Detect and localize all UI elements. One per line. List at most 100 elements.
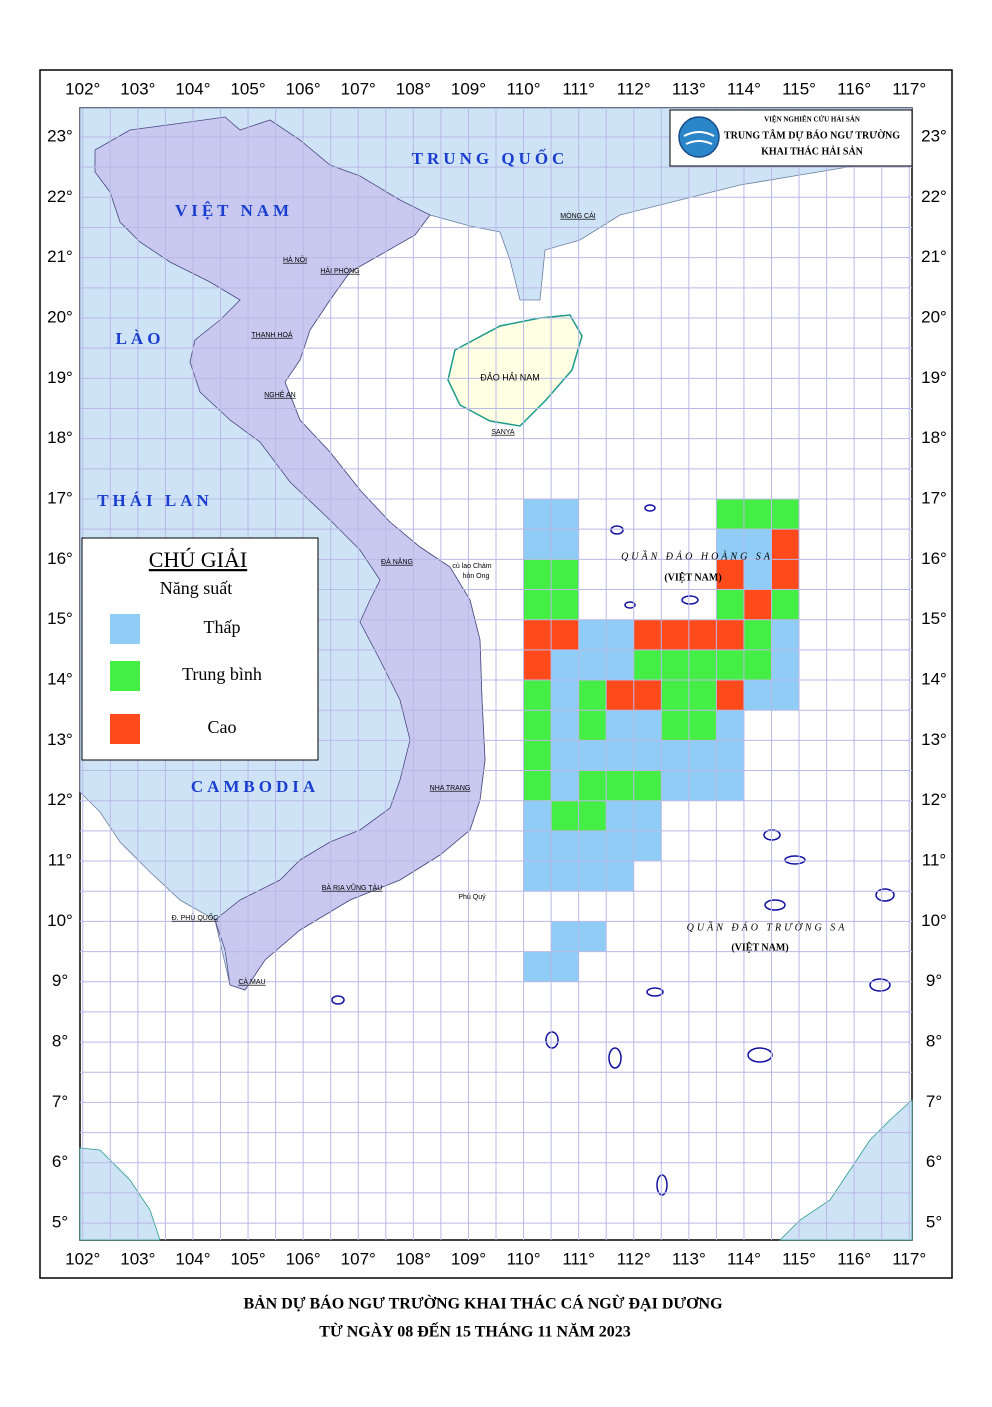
forecast-cell xyxy=(688,710,717,741)
forecast-cell xyxy=(688,649,717,681)
tick-labels: 102° 102° 103° 103° 104° 104° 105° 105° 106° 106°… xyxy=(47,79,947,1268)
forecast-cells xyxy=(523,499,800,982)
place-label: CÀ MAU xyxy=(238,977,265,986)
lon-tick-label: 106° xyxy=(286,1249,321,1268)
forecast-cell xyxy=(716,499,744,530)
forecast-cell xyxy=(578,830,607,862)
country-label: TRUNG QUỐC xyxy=(412,148,569,168)
forecast-cell xyxy=(606,619,634,650)
lon-tick-label: 108° xyxy=(396,1249,431,1268)
forecast-cell xyxy=(661,710,689,741)
island xyxy=(681,595,699,605)
island xyxy=(608,1047,622,1069)
legend-title: CHÚ GIẢI xyxy=(149,547,247,572)
lon-tick-label: 117° xyxy=(892,1249,926,1268)
forecast-cell xyxy=(716,770,744,801)
forecast-cell xyxy=(716,649,744,681)
forecast-cell xyxy=(551,499,579,530)
lon-tick-label: 105° xyxy=(230,1249,265,1268)
lat-tick-label: 12° xyxy=(921,790,947,809)
lat-tick-label: 22° xyxy=(921,187,947,206)
forecast-cell xyxy=(633,740,662,771)
forecast-cell xyxy=(551,800,579,831)
forecast-cell xyxy=(551,649,579,681)
lat-tick-label: 15° xyxy=(921,609,947,628)
place-label: Phú Quý xyxy=(458,894,486,901)
forecast-cell xyxy=(743,529,772,560)
forecast-cell xyxy=(633,619,662,650)
forecast-cell xyxy=(771,619,800,650)
lon-tick-label: 114° xyxy=(727,79,761,98)
forecast-cell xyxy=(606,740,634,771)
forecast-cell xyxy=(523,680,552,711)
lat-tick-label: 23° xyxy=(921,126,947,145)
lat-tick-label: 5° xyxy=(926,1213,942,1232)
forecast-cell xyxy=(551,740,579,771)
place-label: MÓNG CÁI xyxy=(560,211,595,220)
lon-tick-label: 117° xyxy=(892,79,926,98)
place-label: HẢI PHÒNG xyxy=(320,266,359,275)
place-label: hòn Ong xyxy=(463,573,490,580)
country-label: VIỆT NAM xyxy=(175,201,293,220)
island xyxy=(624,601,636,609)
forecast-cell xyxy=(688,619,717,650)
forecast-cell xyxy=(523,861,552,892)
forecast-cell xyxy=(716,619,744,650)
lon-tick-label: 114° xyxy=(727,1249,761,1268)
lat-tick-label: 16° xyxy=(47,549,73,568)
forecast-cell xyxy=(633,649,662,681)
forecast-cell xyxy=(716,680,744,711)
forecast-cell xyxy=(633,770,662,801)
forecast-cell xyxy=(606,680,634,711)
lon-tick-label: 106° xyxy=(286,79,321,98)
lon-tick-label: 111° xyxy=(562,79,595,98)
forecast-cell xyxy=(688,680,717,711)
forecast-cell xyxy=(551,951,579,982)
lon-tick-label: 111° xyxy=(562,1249,595,1268)
forecast-cell xyxy=(771,649,800,681)
lat-tick-label: 16° xyxy=(921,549,947,568)
logo-waves xyxy=(683,131,715,145)
island xyxy=(331,995,345,1005)
forecast-cell xyxy=(551,589,579,620)
forecast-cell xyxy=(771,680,800,711)
forecast-cell xyxy=(578,619,607,650)
lat-tick-label: 13° xyxy=(47,730,73,749)
forecast-cell xyxy=(578,680,607,711)
forecast-cell xyxy=(661,619,689,650)
lat-tick-label: 14° xyxy=(47,670,73,689)
place-label: BÀ RỊA VŨNG TÀU xyxy=(322,883,383,892)
island xyxy=(646,987,664,997)
place-label: Đ. PHÚ QUỐC xyxy=(172,912,219,922)
legend-label: Cao xyxy=(208,717,237,737)
place-label: cù lao Chàm xyxy=(452,563,491,570)
header-text: TRUNG TÂM DỰ BÁO NGƯ TRƯỜNG xyxy=(724,129,900,141)
lat-tick-label: 13° xyxy=(921,730,947,749)
place-label: THANH HOÁ xyxy=(251,330,293,339)
forecast-cell xyxy=(551,830,579,862)
island xyxy=(656,1174,668,1196)
island xyxy=(875,888,895,902)
lat-tick-label: 7° xyxy=(52,1092,68,1111)
lat-tick-label: 20° xyxy=(921,307,947,326)
place-label: ĐÀ NẴNG xyxy=(381,557,413,566)
forecast-cell xyxy=(551,619,579,650)
archipelago-label: (VIỆT NAM) xyxy=(664,570,721,583)
forecast-cell xyxy=(716,529,744,560)
forecast-cell xyxy=(578,740,607,771)
forecast-cell xyxy=(551,529,579,560)
forecast-cell xyxy=(523,499,552,530)
forecast-cell xyxy=(688,740,717,771)
lat-tick-label: 19° xyxy=(47,368,73,387)
lon-tick-label: 103° xyxy=(120,79,155,98)
island xyxy=(784,855,806,865)
country-label: LÀO xyxy=(116,329,165,348)
lon-tick-label: 107° xyxy=(341,79,376,98)
legend-swatch xyxy=(110,661,140,691)
island xyxy=(644,504,656,512)
forecast-cell xyxy=(716,559,744,590)
lat-tick-label: 12° xyxy=(47,790,73,809)
lon-tick-label: 102° xyxy=(65,79,100,98)
